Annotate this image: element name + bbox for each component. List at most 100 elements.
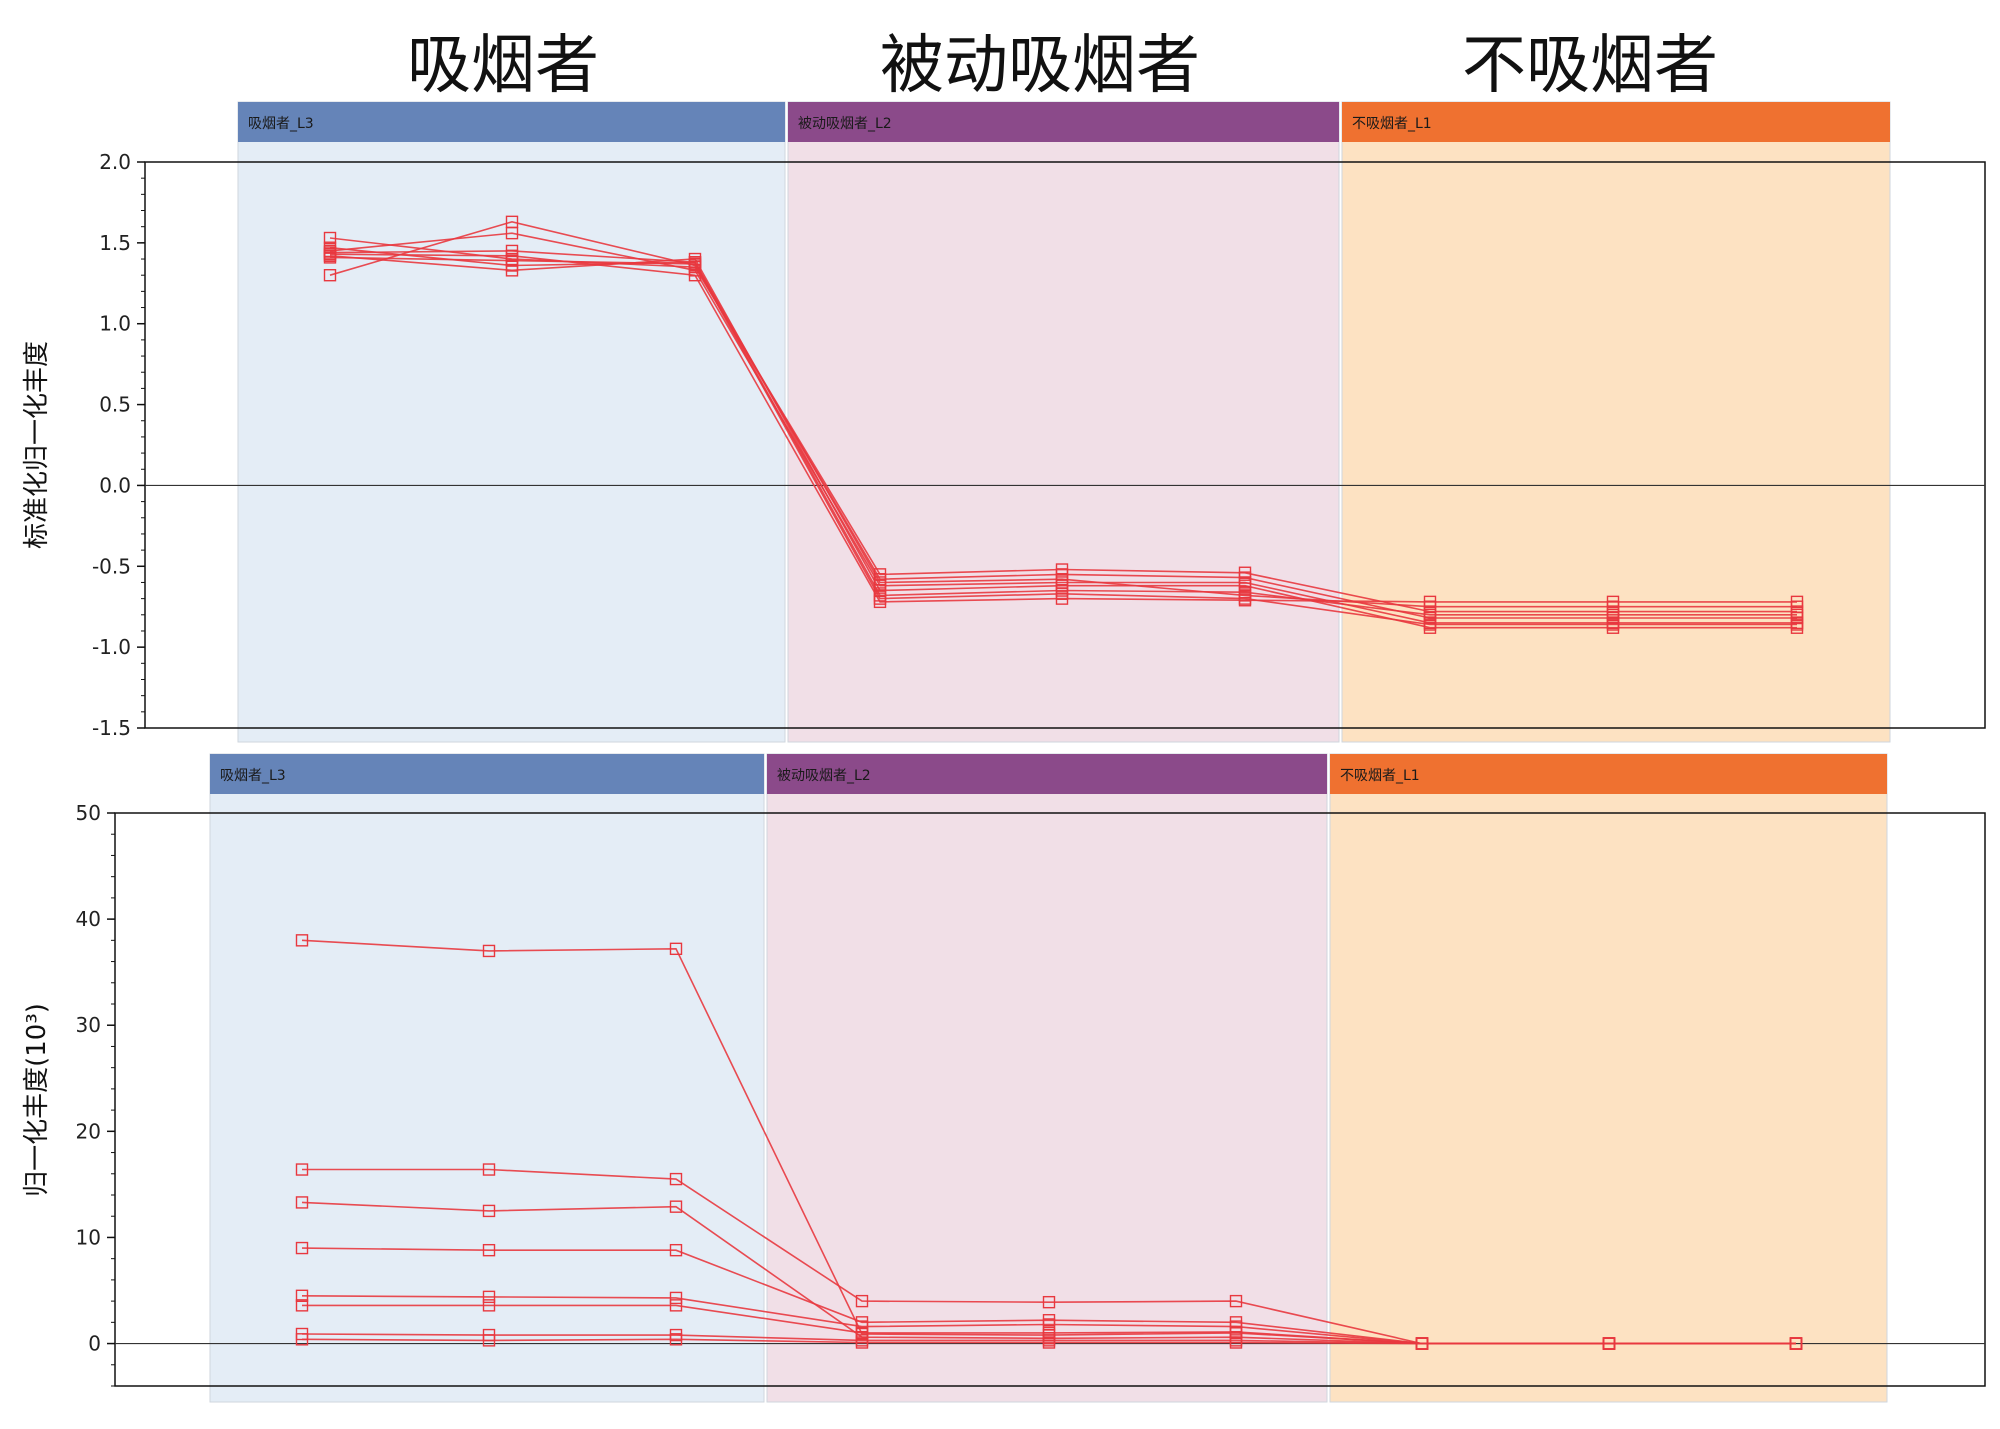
group-band-2	[787, 101, 1340, 743]
data-point	[295, 934, 309, 947]
data-point	[323, 231, 337, 245]
data-point	[1042, 1318, 1056, 1331]
group-band-3	[1341, 101, 1891, 743]
data-point	[669, 1333, 683, 1346]
data-point	[482, 1204, 496, 1218]
y-tick-label-1: 1.5	[99, 231, 131, 255]
plot-frame	[114, 812, 1986, 1387]
y-tick-label-0: 50	[76, 801, 101, 825]
group-header-label-3: 不吸烟者_L1	[1340, 768, 1420, 784]
data-point	[855, 1336, 869, 1349]
group-band-2	[766, 753, 1328, 1403]
group-header-3	[1330, 754, 1887, 794]
data-point	[482, 1163, 496, 1176]
data-point	[1789, 1337, 1803, 1350]
data-point	[482, 1243, 496, 1257]
data-point	[1606, 608, 1620, 621]
group-header-label-2: 被动吸烟者_L2	[777, 768, 871, 784]
data-point	[873, 576, 887, 589]
data-point	[505, 244, 519, 258]
data-point	[482, 1334, 496, 1347]
data-point	[1042, 1295, 1056, 1309]
chart-panel-1: 吸烟者_L3 被动吸烟者_L2 不吸烟者_L1 2.0 1.5 1.0 0.5 0.0 -0.5…	[22, 101, 1986, 743]
data-point	[873, 592, 887, 605]
data-point	[1790, 618, 1804, 631]
data-point	[855, 1294, 869, 1308]
data-point	[1790, 608, 1804, 621]
data-point	[505, 254, 519, 267]
group-title-smokers: 吸烟者	[407, 29, 599, 103]
series-line-3	[329, 232, 1797, 624]
data-point	[669, 1243, 683, 1257]
group-band-1	[209, 753, 765, 1403]
y-tick-label-2: 1.0	[99, 312, 131, 336]
data-point	[482, 944, 496, 958]
data-point	[295, 1196, 309, 1209]
data-point	[323, 269, 337, 282]
data-point	[295, 1241, 309, 1255]
data-point	[669, 1291, 683, 1305]
y-tick-label-7: -1.5	[92, 716, 131, 740]
group-title-passive-smokers: 被动吸烟者	[880, 29, 1200, 103]
data-point	[295, 1299, 309, 1312]
data-point	[1055, 587, 1069, 600]
y-tick-label-6: -1.0	[92, 635, 131, 659]
group-header-2	[767, 754, 1327, 794]
data-point	[323, 251, 337, 264]
y-tick-label-5: 0	[88, 1332, 101, 1356]
data-point	[1238, 592, 1252, 605]
data-point	[505, 226, 519, 240]
series-line-8	[329, 256, 1797, 626]
data-point	[1229, 1336, 1243, 1349]
series-line-7	[329, 250, 1797, 608]
y-tick-label-1: 40	[76, 907, 101, 931]
data-point	[482, 1290, 496, 1304]
group-title-non-smokers: 不吸烟者	[1462, 29, 1718, 103]
data-point	[1415, 1337, 1429, 1350]
y-tick-label-3: 20	[76, 1119, 101, 1143]
data-point	[295, 1333, 309, 1346]
chart-panel-2: 吸烟者_L3 被动吸烟者_L2 不吸烟者_L1 50 40 30 20 10 0 归一化丰度(10…	[22, 753, 1986, 1403]
data-point	[1790, 600, 1804, 613]
data-point	[669, 1200, 683, 1213]
data-point	[855, 1326, 869, 1340]
data-point	[1423, 608, 1437, 621]
y-tick-label-2: 30	[76, 1013, 101, 1037]
data-point	[295, 1163, 309, 1176]
group-header-3	[1342, 102, 1890, 142]
data-point	[1423, 618, 1437, 631]
data-point	[669, 1172, 683, 1186]
group-header-label-3: 不吸烟者_L1	[1352, 116, 1432, 132]
group-band-1	[237, 101, 786, 743]
series-line-8	[301, 1338, 1796, 1345]
group-header-2	[788, 102, 1339, 142]
data-point	[295, 1289, 309, 1303]
group-header-1	[210, 754, 764, 794]
y-axis-label: 归一化丰度(10³)	[22, 1003, 52, 1197]
data-point	[1042, 1326, 1056, 1340]
y-tick-label-5: -0.5	[92, 554, 131, 578]
data-point	[1238, 579, 1252, 592]
group-header-label-1: 吸烟者_L3	[248, 116, 314, 132]
data-point	[1229, 1294, 1243, 1308]
data-point	[1042, 1336, 1056, 1349]
data-point	[1423, 600, 1437, 613]
data-point	[669, 942, 683, 956]
data-point	[1602, 1337, 1616, 1350]
plot-frame	[144, 161, 1986, 729]
y-axis-label: 标准化归一化丰度	[22, 341, 52, 549]
data-point	[482, 1299, 496, 1312]
data-point	[669, 1299, 683, 1312]
group-header-label-2: 被动吸烟者_L2	[798, 116, 892, 132]
data-point	[1055, 573, 1069, 586]
y-tick-label-4: 0.0	[99, 473, 131, 497]
data-point	[1606, 600, 1620, 613]
y-tick-label-3: 0.5	[99, 393, 131, 417]
data-point	[688, 257, 702, 271]
y-tick-label-4: 10	[76, 1225, 101, 1249]
data-point	[1606, 618, 1620, 631]
series-line-5	[329, 246, 1797, 616]
data-point	[855, 1320, 869, 1333]
